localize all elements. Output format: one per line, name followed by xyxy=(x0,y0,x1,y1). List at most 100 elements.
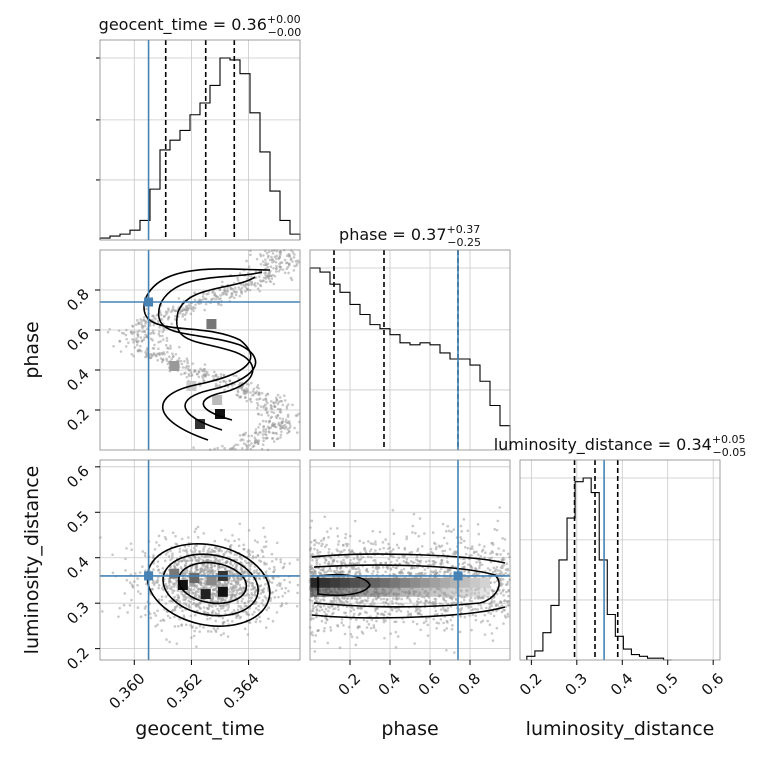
tick-label: 0.6 xyxy=(63,325,93,355)
density-cell xyxy=(450,577,460,588)
sample-point xyxy=(243,559,247,563)
sample-point xyxy=(237,588,240,592)
sample-point xyxy=(472,607,475,611)
sample-point xyxy=(369,542,373,545)
sample-point xyxy=(152,332,156,335)
sample-point xyxy=(219,373,223,376)
sample-point xyxy=(159,340,162,343)
sample-point xyxy=(256,287,260,290)
sample-point xyxy=(206,611,210,615)
sample-point xyxy=(434,609,438,613)
sample-point xyxy=(442,536,446,540)
sample-point xyxy=(233,573,237,576)
sample-point xyxy=(262,263,266,267)
sample-point xyxy=(210,566,213,569)
sample-point xyxy=(251,584,254,588)
panel-border xyxy=(99,39,301,241)
tick-label: 0.4 xyxy=(375,670,405,700)
sample-point xyxy=(130,548,134,551)
sample-point xyxy=(238,583,242,587)
sample-point xyxy=(158,326,161,329)
sample-point xyxy=(286,265,290,269)
sample-point xyxy=(229,586,232,589)
sample-point xyxy=(249,391,252,394)
sample-point xyxy=(496,519,500,523)
sample-point xyxy=(198,624,202,628)
density-cell xyxy=(350,577,360,588)
sample-point xyxy=(389,568,393,571)
sample-point xyxy=(366,599,369,603)
sample-point xyxy=(352,612,356,616)
sample-point xyxy=(350,635,354,639)
sample-point xyxy=(402,556,406,559)
sample-point xyxy=(261,433,265,436)
sample-point xyxy=(214,374,218,377)
sample-point xyxy=(337,571,341,575)
sample-point xyxy=(314,572,318,575)
sample-point xyxy=(205,370,209,374)
sample-point xyxy=(432,603,435,606)
sample-point xyxy=(349,534,352,538)
sample-point xyxy=(124,569,127,572)
sample-point xyxy=(382,613,385,617)
sample-point xyxy=(268,431,271,434)
sample-point xyxy=(234,374,238,378)
sample-point xyxy=(180,362,184,366)
sample-point xyxy=(317,629,320,632)
sample-point xyxy=(255,390,259,393)
density-cell xyxy=(390,577,400,588)
sample-point xyxy=(268,258,272,262)
sample-point xyxy=(243,601,246,605)
sample-point xyxy=(319,572,322,576)
tick-label: 0.5 xyxy=(63,507,93,537)
sample-point xyxy=(387,542,390,546)
sample-point xyxy=(280,425,283,428)
sample-point xyxy=(136,590,140,593)
sample-point xyxy=(184,602,188,606)
sample-point xyxy=(150,588,154,591)
sample-point xyxy=(133,580,136,583)
sample-point xyxy=(419,572,422,575)
sample-point xyxy=(217,596,220,600)
sample-point xyxy=(340,621,344,624)
sample-point xyxy=(313,538,317,542)
density-cell xyxy=(370,577,380,588)
sample-point xyxy=(187,372,191,376)
sample-point xyxy=(484,551,487,555)
sample-point xyxy=(286,431,289,435)
sample-point xyxy=(419,561,422,564)
sample-point xyxy=(363,547,366,551)
sample-point xyxy=(470,553,473,557)
sample-point xyxy=(197,590,200,594)
sample-point xyxy=(149,356,153,359)
sample-point xyxy=(265,411,269,415)
sample-point xyxy=(255,398,259,401)
sample-point xyxy=(283,423,287,427)
sample-point xyxy=(375,597,378,601)
sample-point xyxy=(283,399,287,402)
contour-3 xyxy=(175,276,256,421)
sample-point xyxy=(262,254,265,257)
sample-point xyxy=(195,544,199,547)
sample-point xyxy=(168,587,172,590)
sample-point xyxy=(272,411,276,415)
sample-point xyxy=(171,552,174,556)
sample-point xyxy=(386,603,390,607)
sample-point xyxy=(212,571,215,575)
sample-point xyxy=(168,355,171,358)
sample-point xyxy=(324,621,328,625)
sample-point xyxy=(162,328,166,332)
density-cell xyxy=(340,577,350,588)
sample-point xyxy=(240,561,243,565)
sample-point xyxy=(500,604,504,607)
sample-point xyxy=(160,629,164,632)
sample-point xyxy=(235,616,238,619)
sample-point xyxy=(501,559,504,562)
sample-point xyxy=(260,280,263,283)
sample-point xyxy=(216,568,220,571)
sample-point xyxy=(330,604,334,608)
truth-marker xyxy=(144,571,154,581)
sample-point xyxy=(418,517,422,520)
sample-point xyxy=(371,542,375,546)
sample-point xyxy=(181,609,184,613)
